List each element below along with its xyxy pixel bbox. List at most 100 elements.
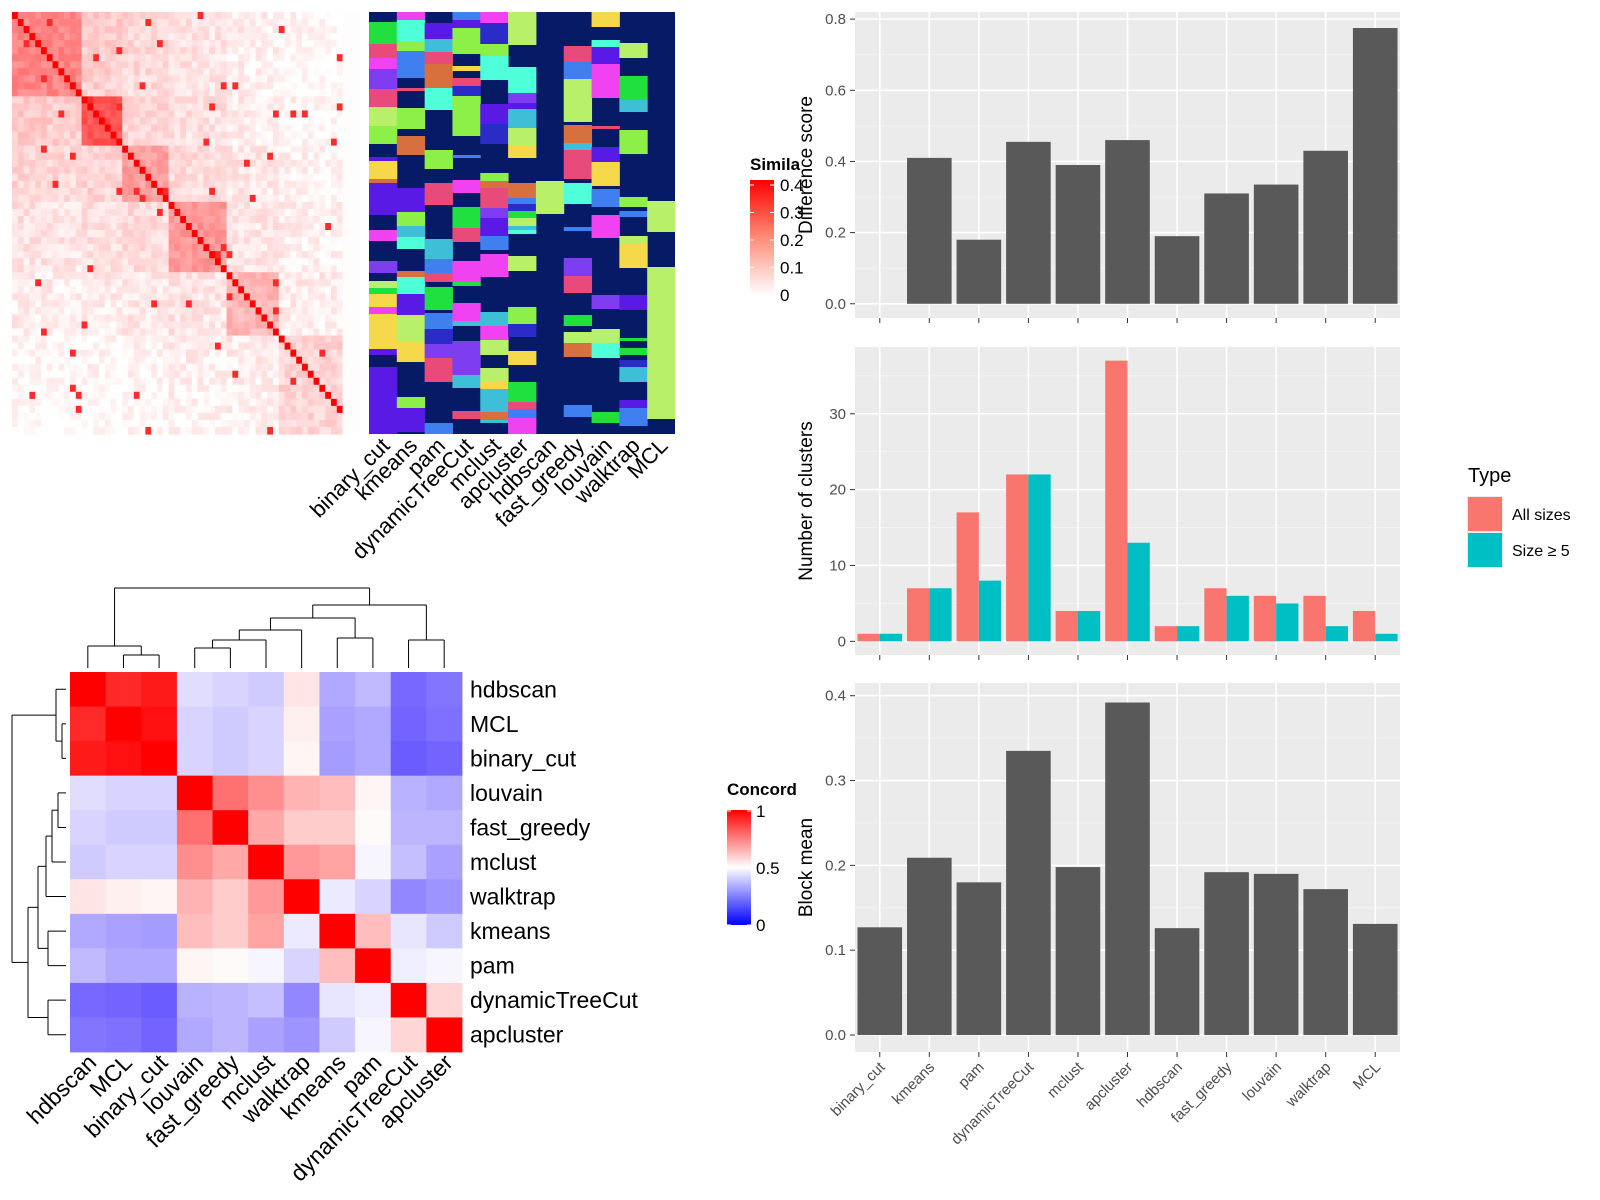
similarity-cell xyxy=(284,19,291,27)
similarity-cell xyxy=(209,328,216,337)
cluster-block-kmeans xyxy=(396,51,426,58)
similarity-cell xyxy=(220,251,228,259)
similarity-cell xyxy=(133,398,141,407)
concordance-cell xyxy=(426,913,463,949)
cluster-block-dynamicTreeCut xyxy=(452,86,481,96)
similarity-cell xyxy=(220,405,228,414)
similarity-cell xyxy=(249,321,257,330)
similarity-cell xyxy=(104,138,112,147)
similarity-cell xyxy=(261,244,268,252)
similarity-cell xyxy=(87,96,94,105)
similarity-cell xyxy=(116,405,123,414)
similarity-cell xyxy=(278,419,286,428)
similarity-cell xyxy=(23,349,30,358)
similarity-cell xyxy=(116,180,123,189)
similarity-cell xyxy=(116,138,123,147)
similarity-cell xyxy=(12,117,19,126)
similarity-cell xyxy=(151,166,158,175)
similarity-cell xyxy=(203,230,210,238)
similarity-cell xyxy=(180,61,187,69)
similarity-cell xyxy=(110,173,117,182)
similarity-cell xyxy=(70,412,77,421)
similarity-cell xyxy=(157,370,164,379)
similarity-cell xyxy=(29,103,36,112)
similarity-cell xyxy=(307,33,315,41)
similarity-cell xyxy=(180,82,187,90)
similarity-cell xyxy=(70,166,77,175)
concordance-cell xyxy=(426,844,463,880)
similarity-cell xyxy=(128,124,135,133)
similarity-cell xyxy=(278,412,286,421)
similarity-cell xyxy=(35,328,42,337)
similarity-cell xyxy=(284,208,291,217)
similarity-cell xyxy=(307,237,315,245)
similarity-cell xyxy=(75,293,83,301)
similarity-cell xyxy=(249,377,257,386)
similarity-cell xyxy=(151,251,158,259)
similarity-cell xyxy=(331,349,338,358)
similarity-cell xyxy=(261,40,268,48)
cluster-block-louvain xyxy=(591,225,620,238)
similarity-cell xyxy=(215,412,222,421)
similarity-cell xyxy=(99,173,106,182)
similarity-cell xyxy=(52,12,59,20)
similarity-cell xyxy=(278,272,286,280)
cluster-block-walktrap xyxy=(619,197,648,207)
cluster-block-binary_cut xyxy=(369,410,398,426)
similarity-cell xyxy=(174,391,181,400)
similarity-cell xyxy=(354,363,361,372)
similarity-cell xyxy=(180,321,187,330)
similarity-cell xyxy=(290,328,297,337)
similarity-cell xyxy=(128,223,135,231)
similarity-cell xyxy=(226,286,233,294)
similarity-cell xyxy=(203,286,210,294)
similarity-cell xyxy=(174,251,181,259)
similarity-cell xyxy=(93,152,100,161)
similarity-cell xyxy=(46,363,54,372)
similarity-cell xyxy=(191,314,199,323)
similarity-cell xyxy=(133,117,141,126)
similarity-cell xyxy=(232,244,239,252)
similarity-cell xyxy=(226,40,233,48)
similarity-cell xyxy=(267,26,274,34)
similarity-cell xyxy=(64,110,71,119)
similarity-cell xyxy=(104,173,112,182)
similarity-cell xyxy=(17,117,25,126)
similarity-cell xyxy=(220,173,228,182)
similarity-cell xyxy=(186,265,193,273)
similarity-cell xyxy=(186,166,193,175)
similarity-cell xyxy=(273,244,280,252)
similarity-cell xyxy=(180,180,187,189)
similarity-cell xyxy=(29,377,36,386)
cluster-block-fast_greedy xyxy=(563,183,593,204)
similarity-cell xyxy=(145,19,152,27)
similarity-cell xyxy=(197,82,204,90)
similarity-cell xyxy=(151,68,158,76)
similarity-cell xyxy=(116,328,123,337)
similarity-cell xyxy=(64,103,71,112)
similarity-cell xyxy=(232,342,239,351)
similarity-cell xyxy=(238,194,245,203)
similarity-cell xyxy=(23,138,30,147)
cluster-block-apcluster xyxy=(508,103,537,109)
similarity-cell xyxy=(70,103,77,112)
similarity-cell xyxy=(168,328,175,337)
similarity-cell xyxy=(174,159,181,168)
similarity-cell xyxy=(215,279,222,287)
similarity-cell xyxy=(139,251,146,259)
similarity-cell xyxy=(238,54,245,62)
similarity-cell xyxy=(12,314,19,323)
similarity-cell xyxy=(203,307,210,316)
similarity-cell xyxy=(23,412,30,421)
similarity-cell xyxy=(52,124,59,133)
similarity-cell xyxy=(278,363,286,372)
concordance-cell xyxy=(426,775,463,811)
concordance-cell xyxy=(212,879,249,915)
similarity-cell xyxy=(145,47,152,55)
similarity-cell xyxy=(58,19,65,27)
similarity-cell xyxy=(180,215,187,224)
similarity-cell xyxy=(244,349,251,358)
similarity-cell xyxy=(75,342,83,351)
similarity-cell xyxy=(174,194,181,203)
similarity-cell xyxy=(145,412,152,421)
